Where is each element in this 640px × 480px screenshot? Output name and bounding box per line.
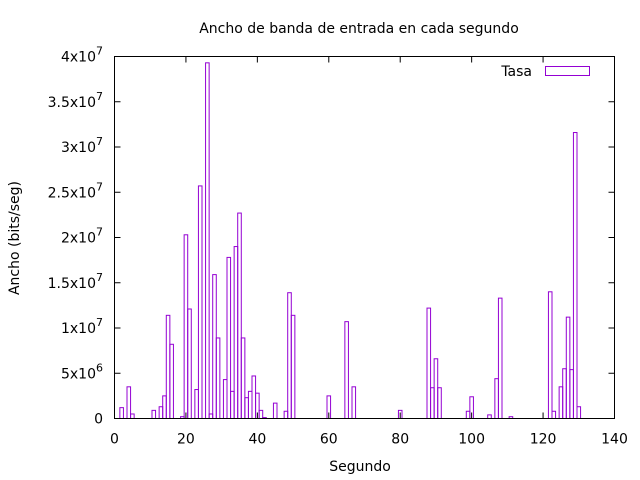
x-tick-label: 0 [110,432,119,448]
y-tick-label: 3.5x107 [48,90,103,111]
bar [558,386,564,420]
bar [126,386,132,420]
bar [344,321,349,419]
legend-swatch-tasa [545,66,590,76]
plot-frame [114,56,615,419]
bar [226,256,232,419]
bar [197,185,203,419]
bar [233,246,239,419]
bar [465,410,471,420]
bar [562,368,567,420]
bar [222,379,228,419]
bar [576,406,582,419]
y-tick-label: 2x107 [61,226,103,247]
bar [251,375,257,419]
y-tick-label: 5x106 [61,361,103,382]
bar [130,413,135,420]
x-tick-label: 100 [458,432,485,448]
bar [240,337,246,420]
bar [165,314,171,419]
bar [290,314,296,419]
bar [258,409,264,419]
x-tick-label: 140 [601,432,628,448]
bar [494,378,499,419]
bar [287,292,292,419]
bar [283,410,289,420]
bar [551,410,557,420]
bar [437,387,442,420]
bar [351,386,357,420]
bars [119,62,582,420]
bar [205,62,210,420]
bar [565,316,571,420]
bar [230,390,235,420]
chart-title: Ancho de banda de entrada en cada segund… [199,21,519,37]
bar [433,358,439,419]
bar [158,406,164,419]
legend: Tasa [500,64,590,80]
bar [430,387,435,420]
x-tick-label: 20 [177,432,195,448]
bar [426,307,432,419]
bar [151,409,157,419]
bar [547,291,553,419]
bar [247,390,253,420]
bar [162,395,167,420]
y-tick-label: 2.5x107 [48,180,103,201]
x-tick-label: 80 [391,432,409,448]
x-tick-label: 60 [320,432,338,448]
bar [169,343,174,420]
bar [187,308,192,419]
legend-label-tasa: Tasa [500,64,532,80]
y-tick-label: 1.5x107 [48,271,103,292]
bar [208,413,214,420]
bar [244,397,249,420]
x-axis-title: Segundo [329,459,391,475]
bar [497,297,503,420]
bar [237,212,242,419]
bar [272,402,278,419]
x-tick-label: 40 [248,432,266,448]
y-tick-label: 3x107 [61,135,103,156]
axes: 0 20 40 60 80 100 120 140 0 5x106 1x107 1.5x107 2x10… [48,45,628,448]
bar [215,337,221,420]
bar [212,274,217,419]
bar [569,369,574,420]
bar [119,407,124,420]
bar [572,132,578,420]
bar [487,414,492,420]
y-tick-label: 4x107 [61,45,103,66]
y-tick-label: 0 [94,412,103,428]
y-axis-title: Ancho (bits/seg) [7,181,23,295]
bar [183,234,189,419]
bar [194,389,199,420]
y-tick-label: 1x107 [61,316,103,337]
x-tick-label: 120 [530,432,557,448]
